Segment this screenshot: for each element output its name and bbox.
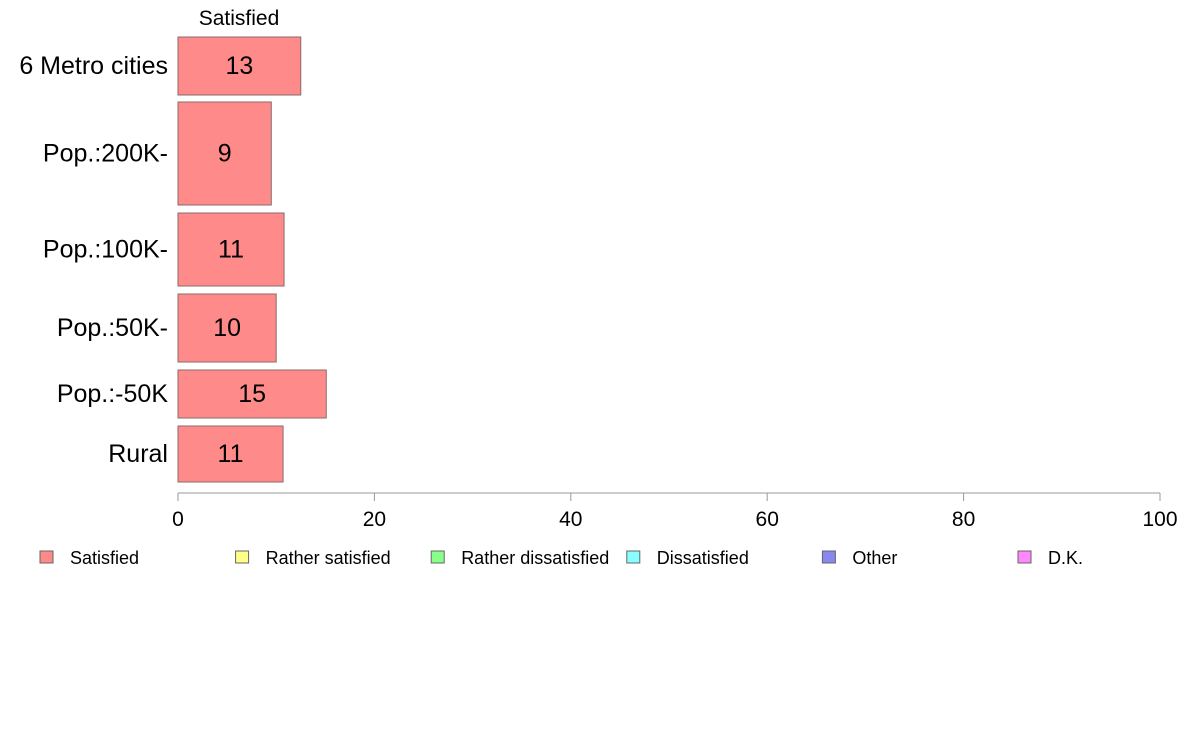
legend-swatch	[821, 550, 836, 564]
legend-item: Rather satisfied	[235, 548, 391, 568]
legend-label: Dissatisfied	[657, 548, 749, 568]
bar-segment	[177, 293, 277, 363]
legend-item: D.K.	[1017, 548, 1083, 568]
legend-label: D.K.	[1048, 548, 1083, 568]
x-tick-label: 80	[952, 508, 975, 531]
legend-label: Other	[852, 548, 897, 568]
legend-swatch	[430, 550, 445, 564]
x-tick-label: 20	[363, 508, 386, 531]
data-label: 10	[213, 314, 241, 342]
legend-swatch	[39, 550, 54, 564]
category-label: Rural	[108, 440, 168, 468]
legend: Satisfied Rather satisfied Rather dissatis…	[39, 548, 1083, 568]
legend-item: Satisfied	[39, 548, 139, 568]
legend-swatch	[1017, 550, 1032, 564]
x-tick-label: 60	[756, 508, 779, 531]
legend-label: Rather dissatisfied	[461, 548, 609, 568]
legend-item: Other	[821, 548, 897, 568]
category-label: Pop.:200K-	[43, 140, 168, 168]
bars-group: 6 Metro cities 13 Pop.:200K- 9 Pop.:100K- 11 P…	[19, 36, 327, 483]
segment-header: Satisfied	[199, 7, 280, 30]
bar-segment	[177, 36, 302, 96]
data-label: 9	[218, 140, 232, 168]
legend-item: Dissatisfied	[626, 548, 749, 568]
data-label: 11	[218, 236, 244, 264]
legend-swatch	[235, 550, 250, 564]
category-label: 6 Metro cities	[19, 52, 168, 80]
bar-segment	[177, 425, 284, 483]
bar-segment	[177, 101, 272, 206]
x-tick-label: 40	[559, 508, 582, 531]
legend-item: Rather dissatisfied	[430, 548, 609, 568]
bar-segment	[177, 369, 327, 419]
data-label: 13	[225, 52, 253, 80]
x-axis: 0 20 40 60 80 100	[172, 492, 1178, 531]
data-label: 15	[238, 380, 266, 408]
legend-swatch	[626, 550, 641, 564]
category-label: Pop.:50K-	[57, 314, 168, 342]
legend-label: Rather satisfied	[266, 548, 391, 568]
category-label: Pop.:100K-	[43, 236, 168, 264]
bar-segment	[177, 212, 285, 287]
x-tick-label: 100	[1142, 508, 1177, 531]
data-label: 11	[218, 440, 244, 468]
category-label: Pop.:-50K	[57, 380, 169, 408]
legend-label: Satisfied	[70, 548, 139, 568]
x-tick-label: 0	[172, 508, 184, 531]
